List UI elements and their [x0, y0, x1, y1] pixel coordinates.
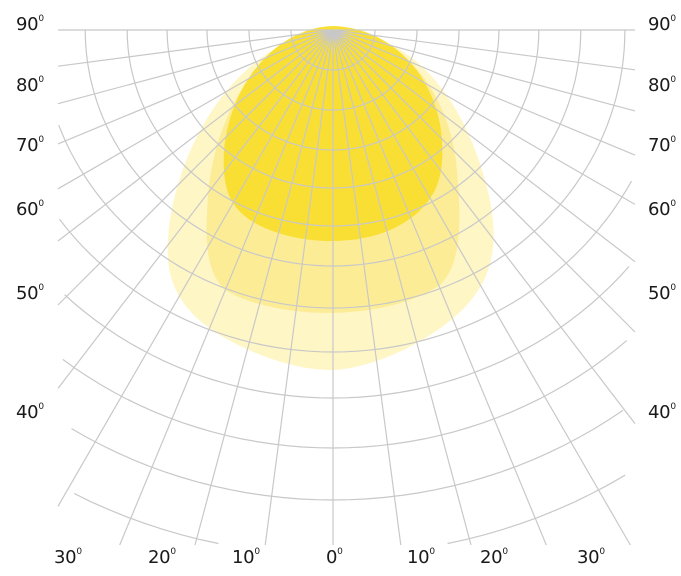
grid-spoke: [332, 29, 636, 205]
right-label-80: 800: [648, 75, 676, 96]
bottom-label-20-right: 200: [480, 547, 508, 568]
grid-spoke: [332, 29, 636, 263]
left-label-80: 800: [16, 75, 44, 96]
grid-ring-10: [62, 340, 628, 449]
grid-spoke: [57, 29, 334, 67]
right-label-50: 500: [648, 283, 676, 304]
right-label-40: 400: [648, 402, 676, 423]
grid-spoke: [194, 29, 334, 546]
light-zones: [167, 26, 494, 370]
bottom-label-0: 00: [326, 547, 343, 568]
left-label-70: 700: [16, 135, 44, 156]
grid-ring-7: [58, 29, 626, 309]
grid-spoke: [332, 29, 402, 546]
grid-spoke: [57, 29, 334, 105]
grid-spoke: [57, 29, 334, 389]
grid-ring-11: [71, 409, 624, 501]
bottom-label-10-right: 100: [407, 547, 435, 568]
bottom-label-20-left: 200: [148, 547, 176, 568]
grid-spoke: [57, 29, 334, 507]
grid-spoke: [57, 29, 334, 145]
left-label-50: 500: [16, 283, 44, 304]
grid-spoke: [264, 29, 334, 546]
grid-spoke: [332, 29, 631, 546]
grid-ring-12: [73, 474, 626, 545]
grid-spoke: [332, 29, 547, 546]
right-label-60: 600: [648, 199, 676, 220]
bottom-label-10-left: 100: [232, 547, 260, 568]
grid-spoke: [332, 29, 636, 71]
polar-grid: [57, 29, 636, 546]
grid-spoke: [332, 29, 636, 112]
grid-spoke: [332, 29, 636, 424]
grid-ring-8: [59, 180, 633, 353]
left-label-60: 600: [16, 199, 44, 220]
right-label-90: 900: [648, 14, 676, 35]
grid-spoke: [332, 29, 472, 546]
grid-spoke: [57, 29, 334, 190]
grid-spoke: [332, 29, 636, 156]
grid-spoke: [57, 29, 334, 242]
grid-ring-9: [64, 266, 630, 399]
left-label-40: 400: [16, 402, 44, 423]
left-label-90: 900: [16, 14, 44, 35]
bottom-label-30-left: 300: [54, 547, 82, 568]
grid-spoke: [119, 29, 334, 546]
bottom-label-30-right: 300: [577, 547, 605, 568]
grid-spoke: [57, 29, 334, 306]
right-label-70: 700: [648, 135, 676, 156]
grid-spoke: [332, 29, 636, 333]
